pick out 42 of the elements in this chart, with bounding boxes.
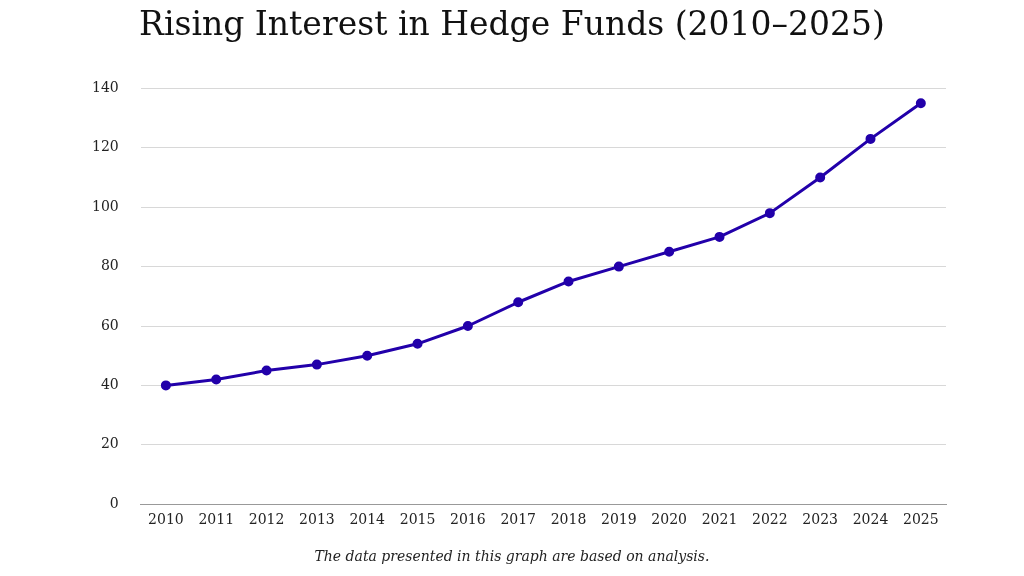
y-tick-label: 40 — [100, 376, 119, 393]
point — [714, 231, 725, 242]
point — [915, 98, 926, 109]
point — [815, 172, 826, 183]
x-tick-label: 2021 — [701, 511, 738, 528]
point — [563, 276, 574, 287]
point — [160, 380, 171, 391]
y-tick-label: 100 — [91, 197, 119, 214]
x-tick-label: 2012 — [248, 511, 285, 528]
x-tick-label: 2020 — [651, 511, 688, 528]
point — [261, 365, 272, 376]
point — [311, 359, 322, 370]
point — [865, 133, 876, 144]
y-tick-label: 120 — [91, 138, 119, 155]
point — [362, 350, 373, 361]
y-tick-label: 20 — [100, 435, 119, 452]
point — [412, 338, 423, 349]
x-tick-label: 2022 — [752, 511, 788, 528]
point — [613, 261, 624, 272]
y-tick-label: 80 — [100, 257, 119, 274]
x-tick-label: 2015 — [399, 511, 436, 528]
x-tick-label: 2023 — [802, 511, 838, 528]
point — [664, 246, 675, 257]
x-tick-label: 2025 — [903, 511, 939, 528]
point — [211, 374, 222, 385]
point — [513, 297, 524, 308]
x-tick-label: 2018 — [550, 511, 587, 528]
x-tick-label: 2024 — [852, 511, 889, 528]
y-tick-label: 60 — [100, 316, 119, 333]
text: The data presented in this graph are based on analysis. — [313, 548, 711, 564]
x-tick-label: 2014 — [349, 511, 386, 528]
x-tick-label: 2016 — [450, 511, 486, 528]
y-tick-label: 140 — [91, 79, 119, 96]
x-tick-label: 2019 — [601, 511, 637, 528]
point — [462, 321, 473, 331]
x-tick-label: 2013 — [299, 511, 335, 528]
x-tick-label: 2010 — [148, 511, 184, 528]
chart-title: Rising Interest in Hedge Funds (2010–2025) — [138, 4, 886, 43]
x-tick-label: 2011 — [198, 511, 235, 528]
y-tick-label: 0 — [109, 494, 119, 511]
x-tick-label: 2017 — [500, 511, 537, 528]
point — [764, 208, 775, 219]
